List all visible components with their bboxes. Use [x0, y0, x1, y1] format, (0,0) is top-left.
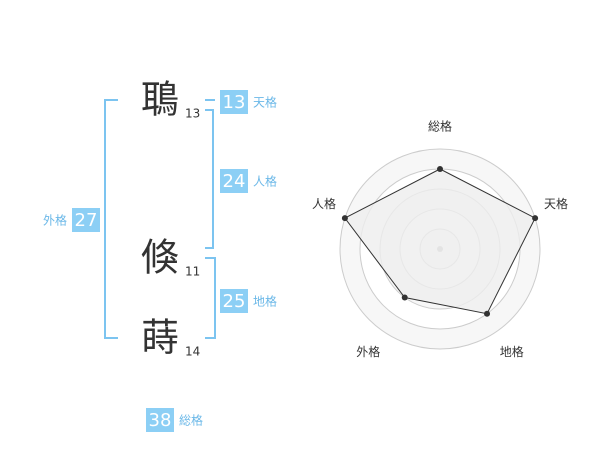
kakusu-value: 24 — [223, 171, 246, 192]
radar-area — [344, 168, 536, 315]
value-box — [220, 289, 248, 313]
radar-axis-label: 地格 — [500, 344, 524, 359]
value-box — [72, 208, 100, 232]
radar-axis-label: 天格 — [544, 196, 568, 211]
value-box — [146, 408, 174, 432]
name-char: 鵈 — [141, 78, 179, 122]
value-box — [220, 169, 248, 193]
kakusu-label: 天格 — [253, 95, 277, 110]
kakusu-label: 人格 — [253, 174, 277, 189]
radar-point — [437, 166, 443, 172]
radar-point — [484, 310, 491, 317]
kakusu-value: 13 — [223, 92, 246, 113]
kakusu-value: 25 — [223, 291, 246, 312]
kakusu-label: 外格 — [43, 213, 67, 228]
bracket — [104, 99, 118, 339]
bracket — [205, 257, 216, 339]
kakusu-label: 地格 — [253, 294, 277, 309]
name-char: 蒔 — [141, 316, 179, 360]
kakusu-label: 総格 — [179, 413, 203, 428]
stroke-count: 14 — [185, 345, 200, 359]
value-box — [220, 90, 248, 114]
radar-axis-label: 総格 — [428, 119, 452, 134]
radar-axis-label: 外格 — [356, 344, 380, 359]
radar-axis-label: 人格 — [312, 196, 336, 211]
kakusu-value: 38 — [149, 410, 172, 431]
radar-point — [532, 215, 539, 222]
bracket — [205, 109, 214, 249]
radar-point — [341, 215, 348, 222]
kakusu-value: 27 — [75, 210, 98, 231]
radar-point — [401, 294, 408, 301]
stroke-count: 13 — [185, 107, 200, 121]
name-char: 倏 — [141, 236, 179, 280]
stroke-count: 11 — [185, 265, 200, 279]
